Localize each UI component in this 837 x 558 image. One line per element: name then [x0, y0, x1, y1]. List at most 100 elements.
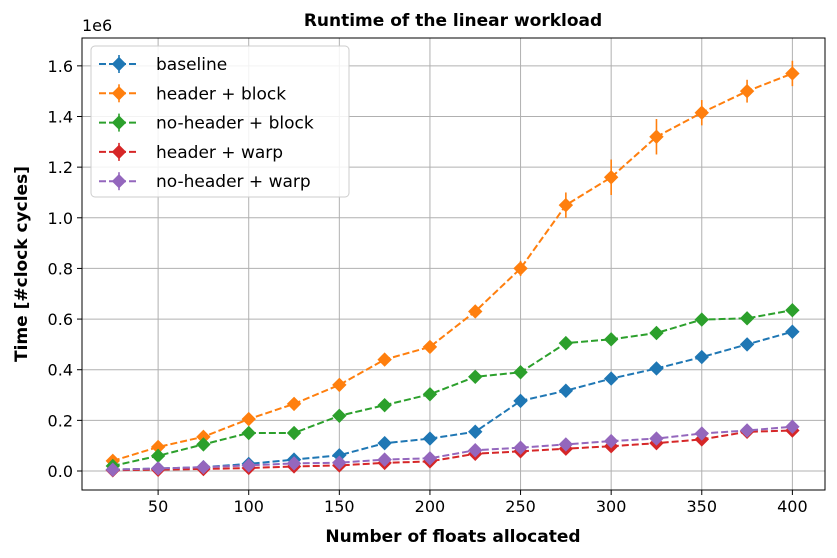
data-point: [468, 304, 483, 319]
data-point: [694, 426, 709, 441]
data-point: [785, 303, 800, 318]
series-line: [112, 330, 793, 471]
series-line: [112, 429, 793, 472]
data-point: [241, 458, 256, 473]
data-point: [422, 431, 438, 446]
series-header-warp: [105, 423, 800, 478]
data-point: [422, 387, 438, 402]
data-point: [603, 371, 619, 386]
data-point: [422, 339, 438, 355]
series-line: [112, 72, 793, 462]
data-point: [332, 377, 347, 393]
legend-item: baseline: [99, 55, 227, 75]
data-point: [739, 311, 755, 326]
data-point: [603, 433, 619, 449]
data-point: [513, 261, 528, 276]
data-point: [649, 361, 664, 376]
data-point: [286, 456, 302, 471]
data-point: [150, 461, 166, 476]
data-point: [785, 66, 800, 81]
legend-label: header + warp: [156, 143, 283, 163]
data-point: [241, 425, 256, 441]
data-point: [649, 129, 664, 144]
data-point: [196, 437, 211, 452]
legend-marker: [111, 56, 127, 72]
data-point: [739, 83, 755, 99]
data-point: [694, 349, 709, 365]
series-no-header-warp: [105, 419, 800, 477]
y-tick-label: 1.2: [48, 158, 73, 177]
data-point: [513, 440, 528, 455]
data-point: [196, 460, 211, 475]
legend-item: header + block: [99, 84, 286, 104]
y-axis: 0.0 0.2 0.4 0.6 0.8 1.0 1.2 1.4 1.6: [48, 57, 82, 481]
legend-label: no-header + warp: [156, 172, 311, 192]
data-point: [739, 337, 755, 352]
data-point: [649, 431, 664, 446]
data-point: [694, 105, 709, 120]
x-tick-label: 100: [233, 497, 264, 516]
y-tick-label: 0.0: [48, 462, 73, 481]
series-no-header-block: [105, 303, 800, 474]
x-tick-label: 150: [324, 497, 355, 516]
data-point: [558, 383, 574, 398]
legend-label: header + block: [156, 84, 286, 104]
data-point: [785, 324, 800, 339]
data-point: [105, 462, 121, 477]
data-point: [377, 397, 392, 413]
legend-item: no-header + warp: [99, 172, 311, 192]
data-point: [513, 393, 528, 409]
legend-label: baseline: [156, 55, 227, 75]
series-header-block: [105, 60, 800, 469]
y-axis-title: Time [#clock cycles]: [12, 166, 32, 362]
legend-marker: [111, 86, 127, 101]
data-point: [468, 443, 483, 458]
legend-marker: [111, 115, 127, 130]
x-tick-label: 400: [777, 497, 808, 516]
data-point: [422, 451, 438, 466]
y-tick-label: 0.2: [48, 411, 73, 430]
data-point: [603, 170, 619, 185]
data-point: [739, 423, 755, 438]
data-point: [377, 435, 392, 451]
data-point: [694, 312, 709, 327]
data-point: [332, 408, 347, 424]
data-point: [150, 448, 166, 464]
series-line: [112, 309, 793, 467]
data-point: [286, 396, 302, 412]
legend-marker: [111, 144, 127, 160]
legend-item: no-header + block: [99, 113, 314, 134]
series-line: [112, 425, 793, 471]
x-tick-label: 300: [596, 497, 627, 516]
y-tick-label: 0.6: [48, 310, 73, 329]
x-tick-label: 50: [148, 497, 168, 516]
data-point: [468, 424, 483, 439]
data-point: [558, 197, 574, 213]
plot-frame: [81, 37, 826, 491]
data-point: [468, 369, 483, 385]
data-point: [377, 452, 392, 467]
legend-box: [90, 45, 350, 198]
y-tick-label: 1.4: [48, 107, 73, 126]
data-point: [332, 455, 347, 470]
data-point: [558, 335, 574, 351]
data-point: [513, 365, 528, 380]
x-tick-label: 250: [505, 497, 536, 516]
x-tick-label: 200: [415, 497, 446, 516]
y-tick-label: 0.8: [48, 259, 73, 278]
data-point: [241, 411, 256, 427]
x-axis-title: Number of floats allocated: [325, 527, 580, 547]
y-tick-label: 0.4: [48, 361, 73, 380]
legend-label: no-header + block: [156, 114, 314, 134]
legend: baseline header + block no-header + block h…: [90, 45, 350, 198]
legend-marker: [111, 173, 127, 189]
y-tick-label: 1.0: [48, 209, 73, 228]
grid: [82, 38, 825, 490]
data-point: [785, 419, 800, 434]
data-point: [377, 352, 392, 367]
series-layer: [105, 60, 800, 478]
data-point: [286, 425, 302, 441]
x-tick-label: 350: [686, 497, 717, 516]
data-point: [558, 437, 574, 452]
